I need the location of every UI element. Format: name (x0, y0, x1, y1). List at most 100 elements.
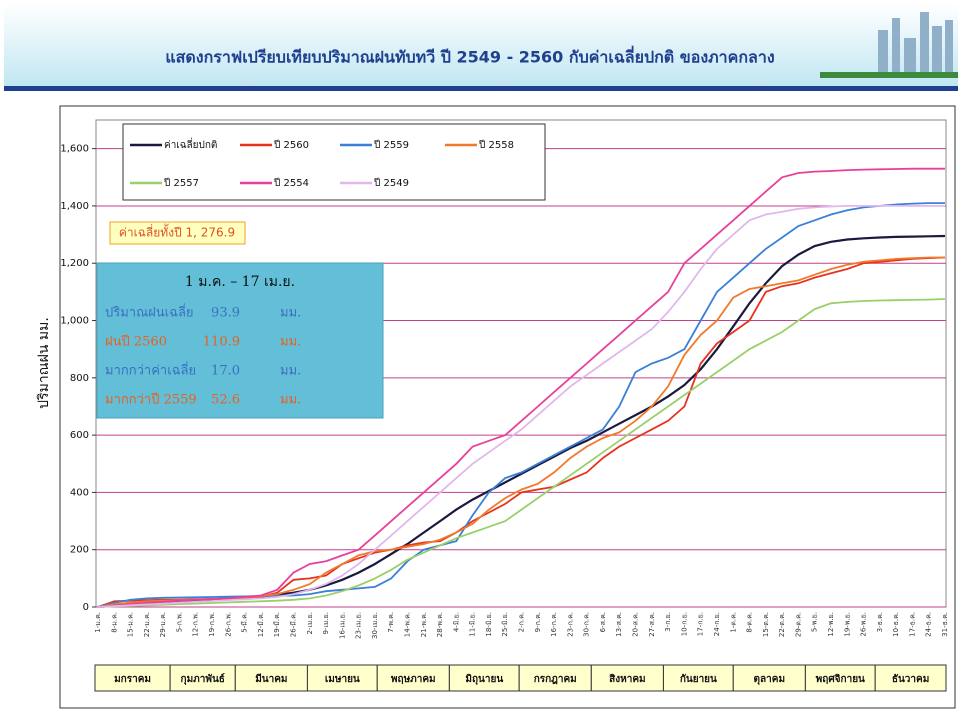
x-tick-label: 22-ม.ค. (143, 612, 151, 637)
x-tick-label: 20-ส.ค. (632, 612, 640, 637)
x-tick-label: 9-เม.ย. (322, 612, 330, 635)
x-tick-label: 12-ก.พ. (192, 612, 200, 637)
header-rule (4, 86, 958, 91)
y-tick-label: 1,200 (60, 258, 89, 269)
month-cell (518, 664, 592, 692)
legend (122, 123, 546, 201)
info-cell: มากกว่าปี 2559 (105, 392, 197, 408)
x-tick-label: 27-ส.ค. (648, 612, 656, 637)
x-tick-label: 22-ต.ค. (778, 612, 786, 637)
legend-items: ค่าเฉลี่ยปกติ ปี 2560 ปี 2559 ปี 2558 ปี 255… (130, 137, 514, 189)
month-label: มีนาคม (255, 673, 287, 685)
x-tick-label: 6-ส.ค. (599, 612, 607, 632)
x-tick-label: 26-ก.พ. (224, 612, 232, 637)
x-tick-label: 29-ม.ค. (159, 612, 167, 637)
x-tick-label: 18-มิ.ย. (485, 612, 493, 637)
x-tick-label: 19-มี.ค. (273, 612, 281, 637)
x-tick-label: 16-ก.ค. (550, 612, 558, 637)
y-tick-label: 1,000 (60, 316, 89, 327)
month-cell (590, 664, 664, 692)
x-tick-label: 19-ก.พ. (208, 612, 216, 637)
lines (97, 167, 946, 609)
x-tick-label: 23-เม.ย. (355, 612, 363, 639)
x-tick-label: 28-พ.ค. (436, 612, 444, 637)
x-tick-label: 5-พ.ย. (811, 612, 819, 632)
annotation: ค่าเฉลี่ยทั้งปี 1, 276.9 (119, 224, 235, 240)
info-cell: มม. (280, 335, 301, 350)
x-tick-label: 10-ธ.ค. (892, 612, 900, 637)
series-line (97, 205, 945, 608)
x-tick-label: 26-พ.ย. (860, 612, 868, 637)
x-tick-label: 17-ธ.ค. (908, 612, 916, 637)
x-tick-label: 5-มี.ค. (241, 612, 249, 633)
x-tick-label: 3-ธ.ค. (876, 612, 884, 632)
x-tick-label: 26-มี.ค. (289, 612, 297, 637)
x-tick-label: 15-ม.ค. (127, 612, 135, 637)
info-cell: มม. (280, 393, 301, 408)
x-tick-label: 15-ต.ค. (762, 612, 770, 637)
month-cell (874, 664, 947, 692)
info-box (96, 262, 384, 419)
x-tick-label: 29-ต.ค. (794, 612, 802, 637)
info-cell: 93.9 (211, 306, 240, 321)
month-label: กุมภาพันธ์ (181, 673, 225, 685)
info-cell: 17.0 (211, 364, 240, 379)
x-tick-label: 8-ม.ค. (110, 612, 118, 633)
month-cell (448, 664, 520, 692)
x-tick-label: 12-มี.ค. (257, 612, 265, 637)
series-line (97, 202, 945, 608)
chart-frame (59, 105, 956, 709)
x-tick-label: 1-ต.ค. (729, 612, 737, 633)
month-cell (662, 664, 734, 692)
info-cell: 52.6 (211, 393, 240, 408)
month-label: ธันวาคม (892, 673, 929, 685)
x-tick-label: 25-มิ.ย. (501, 612, 509, 637)
legend-label: ปี 2557 (163, 177, 199, 189)
legend-label: ปี 2559 (373, 139, 409, 151)
x-tick-label: 14-พ.ค. (403, 612, 411, 637)
month-label: พฤษภาคม (391, 674, 436, 685)
y-tick-label: 1,600 (60, 144, 89, 155)
x-tick-label: 24-ก.ย. (713, 612, 721, 636)
y-tick-label: 400 (70, 487, 89, 498)
month-label: มิถุนายน (465, 673, 503, 685)
header-band (4, 4, 958, 88)
month-cell (234, 664, 308, 692)
legend-label: ค่าเฉลี่ยปกติ (164, 137, 217, 151)
skyline (820, 12, 958, 78)
info-cell: มม. (280, 306, 301, 321)
y-tick-label: 600 (70, 430, 89, 441)
x-tick-label: 5-ก.พ. (175, 612, 183, 632)
series-line (97, 167, 945, 608)
chart-title: แสดงกราฟเปรียบเทียบปริมาณฝนทับทวี ปี 254… (165, 46, 774, 67)
month-cell (732, 664, 806, 692)
month-label: สิงหาคม (609, 673, 645, 685)
x-tick-label: 21-พ.ค. (420, 612, 428, 637)
x-tick-label: 13-ส.ค. (615, 612, 623, 637)
x-ticks: 1-ม.ค. 8-ม.ค. 15-ม.ค. 22-ม.ค. 29-ม.ค. 5-ก.พ. 1… (94, 612, 949, 639)
x-tick-label: 31-ธ.ค. (941, 612, 949, 637)
legend-label: ปี 2554 (273, 177, 309, 189)
y-tick-label: 1,400 (60, 201, 89, 212)
x-tick-label: 10-ก.ย. (680, 612, 688, 636)
y-axis-label: ปริมาณฝน มม. (36, 317, 52, 409)
y-tick-label: 0 (83, 602, 89, 613)
x-tick-label: 16-เม.ย. (338, 612, 346, 639)
x-tick-label: 30-ก.ค. (583, 612, 591, 637)
x-tick-label: 7-พ.ค. (387, 612, 395, 633)
month-label: ตุลาคม (754, 674, 786, 685)
info-cell: ฝนปี 2560 (105, 334, 167, 350)
x-tick-label: 24-ธ.ค. (925, 612, 933, 637)
y-tick-label: 800 (70, 373, 89, 384)
x-tick-label: 4-มิ.ย. (452, 612, 460, 632)
x-tick-label: 3-ก.ย. (664, 612, 672, 632)
x-tick-label: 2-เม.ย. (306, 612, 314, 635)
month-label: พฤศจิกายน (816, 673, 865, 685)
month-cell (306, 664, 378, 692)
info-cell: มม. (280, 364, 301, 379)
info-cell: 110.9 (203, 335, 240, 350)
legend-label: ปี 2558 (478, 139, 514, 151)
x-tick-label: 1-ม.ค. (94, 612, 102, 633)
info-cell: มากกว่าค่าเฉลี่ย (105, 362, 196, 379)
